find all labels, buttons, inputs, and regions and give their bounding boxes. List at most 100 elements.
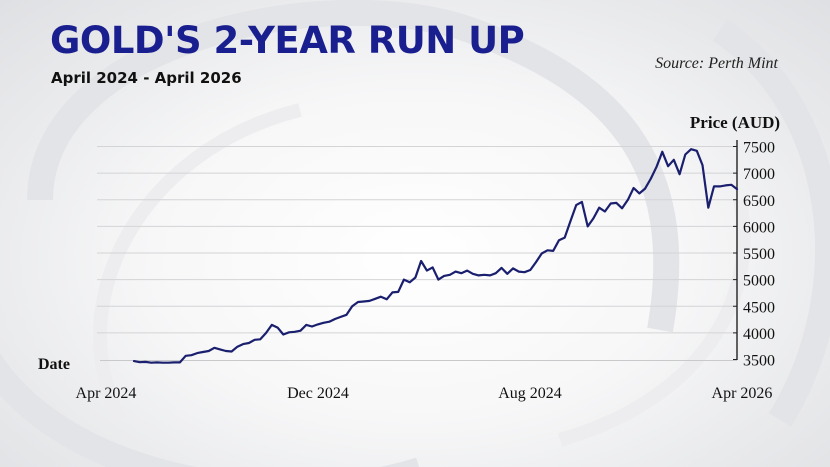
- data-point: [437, 278, 440, 281]
- data-point: [190, 354, 193, 357]
- data-point: [701, 164, 704, 166]
- gridlines: [97, 146, 737, 334]
- data-point: [506, 273, 509, 275]
- x-tick-labels: Apr 2024 Dec 2024 Aug 2024 Apr 2026: [76, 385, 773, 402]
- data-point: [276, 326, 279, 329]
- data-point: [207, 350, 210, 352]
- data-point: [707, 206, 710, 209]
- data-point: [460, 272, 463, 275]
- data-point: [259, 338, 262, 341]
- data-point: [523, 271, 526, 274]
- y-tick-label: 4500: [743, 299, 775, 316]
- data-point: [351, 305, 354, 308]
- data-point: [242, 343, 244, 345]
- x-axis-label: Date: [38, 356, 70, 373]
- data-point: [271, 324, 273, 326]
- data-point: [569, 220, 572, 222]
- data-point: [483, 274, 486, 276]
- data-point: [426, 269, 428, 272]
- data-point: [374, 298, 377, 300]
- data-point: [391, 291, 394, 294]
- data-point: [380, 295, 382, 298]
- data-point: [558, 239, 560, 241]
- data-point: [644, 187, 646, 190]
- data-point: [713, 185, 715, 188]
- data-point: [265, 332, 267, 334]
- data-point: [696, 150, 698, 152]
- data-point: [477, 274, 480, 277]
- data-point: [627, 199, 629, 201]
- data-point: [253, 339, 256, 341]
- data-point: [719, 185, 721, 188]
- data-point: [512, 267, 514, 270]
- data-point: [161, 361, 164, 364]
- data-point: [472, 273, 474, 275]
- data-point: [133, 360, 135, 362]
- y-axis-label: Price (AUD): [690, 113, 780, 132]
- data-point: [431, 266, 434, 269]
- data-point: [385, 298, 388, 301]
- data-point: [248, 342, 250, 344]
- data-point: [334, 318, 336, 320]
- data-point: [403, 278, 405, 281]
- data-point: [661, 151, 664, 153]
- data-point: [202, 351, 204, 353]
- y-tick-label: 6500: [743, 193, 775, 210]
- data-point: [546, 249, 549, 252]
- data-point: [213, 347, 216, 349]
- data-point: [598, 206, 600, 209]
- data-point: [535, 261, 537, 263]
- data-point: [690, 148, 692, 150]
- data-point: [225, 350, 227, 352]
- data-point: [236, 345, 239, 348]
- data-point: [294, 331, 296, 333]
- data-point: [638, 192, 641, 195]
- y-tick-labels: 3500 4000 4500 5000 5500 6000 6500 7000 7500: [733, 140, 775, 370]
- data-point: [345, 314, 348, 316]
- data-point: [500, 267, 503, 269]
- data-point: [196, 352, 198, 354]
- data-point: [667, 165, 669, 167]
- y-tick-label: 3500: [743, 353, 775, 370]
- data-point: [144, 361, 147, 363]
- data-point: [650, 177, 652, 180]
- series-line: [132, 148, 739, 364]
- y-tick-label: 7000: [743, 166, 775, 183]
- x-tick-label: Apr 2026: [712, 385, 773, 402]
- data-point: [282, 333, 285, 336]
- data-point: [678, 173, 681, 175]
- data-point: [156, 361, 158, 364]
- data-point: [138, 361, 141, 364]
- data-point: [339, 316, 342, 318]
- data-point: [609, 202, 612, 205]
- data-point: [655, 165, 658, 168]
- data-point: [586, 225, 589, 228]
- data-point: [581, 201, 583, 203]
- data-point: [673, 159, 675, 161]
- data-point: [604, 210, 606, 213]
- chart-subtitle: April 2024 - April 2026: [51, 69, 242, 87]
- y-tick-label: 4000: [743, 326, 775, 343]
- data-point: [443, 275, 445, 277]
- y-tick-label: 5500: [743, 246, 775, 263]
- x-tick-label: Dec 2024: [287, 385, 349, 402]
- y-tick-label: 6000: [743, 219, 775, 236]
- data-point: [529, 269, 532, 271]
- data-point: [518, 270, 520, 273]
- data-point: [632, 187, 635, 189]
- data-point: [173, 361, 175, 364]
- chart-title: GOLD'S 2-YEAR RUN UP: [50, 19, 525, 62]
- data-point: [724, 184, 727, 187]
- data-point: [357, 301, 359, 303]
- data-point: [311, 325, 313, 328]
- y-tick-label: 5000: [743, 273, 775, 290]
- data-point: [552, 250, 554, 252]
- data-point: [368, 300, 371, 302]
- data-point: [736, 188, 738, 190]
- data-point: [684, 153, 687, 156]
- data-point: [489, 274, 491, 277]
- data-point: [592, 217, 595, 220]
- x-tick-label: Aug 2024: [498, 385, 562, 402]
